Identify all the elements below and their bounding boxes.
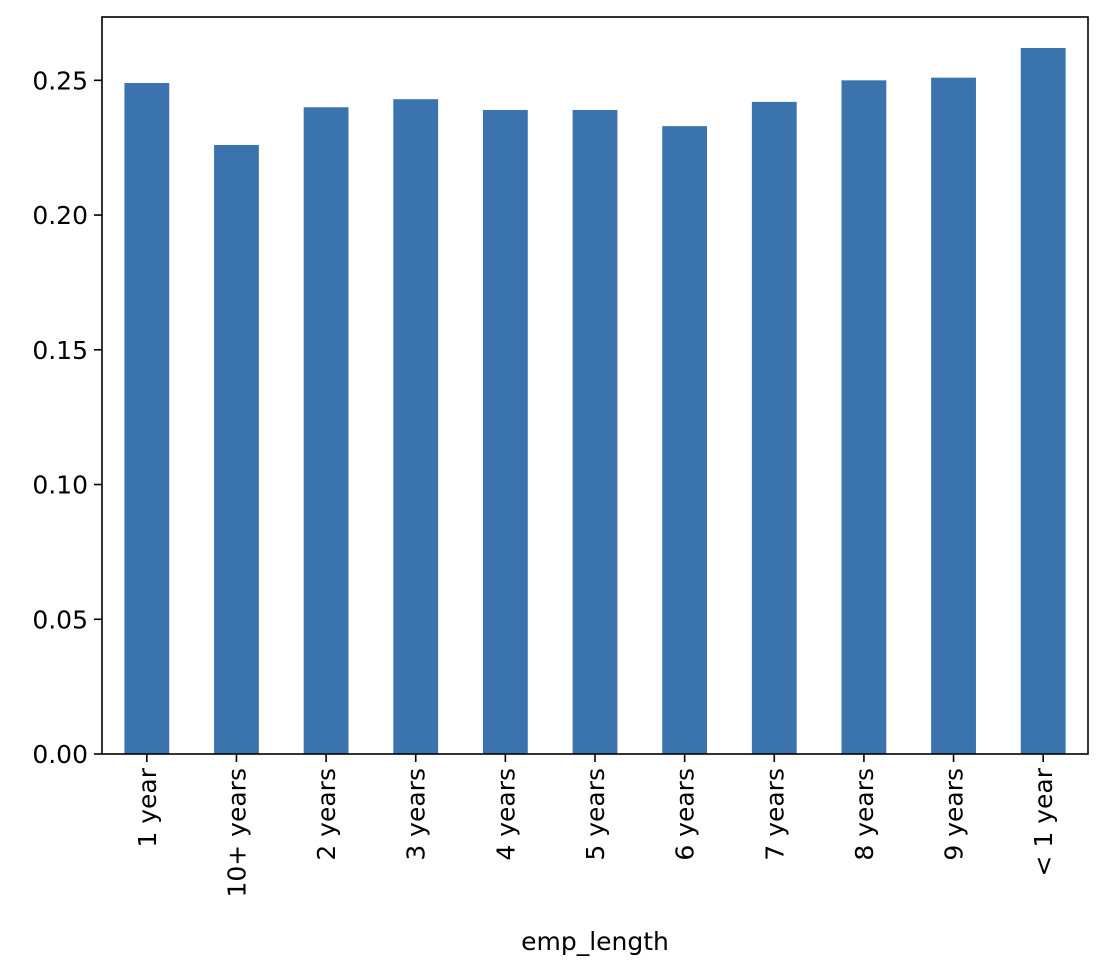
x-tick-label: 8 years — [850, 768, 879, 861]
x-tick-label: < 1 year — [1029, 767, 1058, 876]
bar-8-years — [841, 80, 887, 754]
x-tick-label: 10+ years — [222, 768, 251, 898]
bar-1-year — [124, 83, 170, 754]
bars — [124, 47, 1066, 755]
y-tick-label: 0.20 — [32, 201, 88, 230]
x-tick-label: 7 years — [760, 768, 789, 861]
x-tick-label: 4 years — [491, 768, 520, 861]
bar-9-years — [931, 77, 976, 754]
y-tick-label: 0.10 — [32, 471, 88, 500]
x-tick-label: 9 years — [940, 768, 969, 861]
bar-3-years — [393, 99, 439, 754]
bar-4-years — [482, 109, 528, 755]
bar-6-years — [662, 126, 708, 754]
bar-7-years — [751, 101, 797, 754]
bar-5-years — [572, 109, 618, 755]
y-tick-label: 0.00 — [32, 740, 88, 769]
bar-1-year — [1020, 47, 1066, 755]
y-tick-label: 0.15 — [32, 336, 88, 365]
y-axis: 0.00 0.05 0.10 0.15 0.20 0.25 — [32, 66, 102, 769]
y-tick-label: 0.05 — [32, 605, 88, 634]
x-tick-label: 6 years — [671, 768, 700, 861]
x-tick-label: 2 years — [312, 768, 341, 861]
x-tick-label: 3 years — [402, 768, 431, 861]
x-tick-label: 5 years — [581, 768, 610, 861]
x-axis: 1 year 10+ years 2 years 3 years 4 years 5 ye… — [133, 754, 1058, 898]
y-tick-label: 0.25 — [32, 66, 88, 95]
x-axis-label: emp_length — [521, 927, 669, 956]
bar-10-years — [214, 145, 259, 754]
bar-2-years — [303, 107, 349, 754]
x-tick-label: 1 year — [133, 767, 162, 847]
